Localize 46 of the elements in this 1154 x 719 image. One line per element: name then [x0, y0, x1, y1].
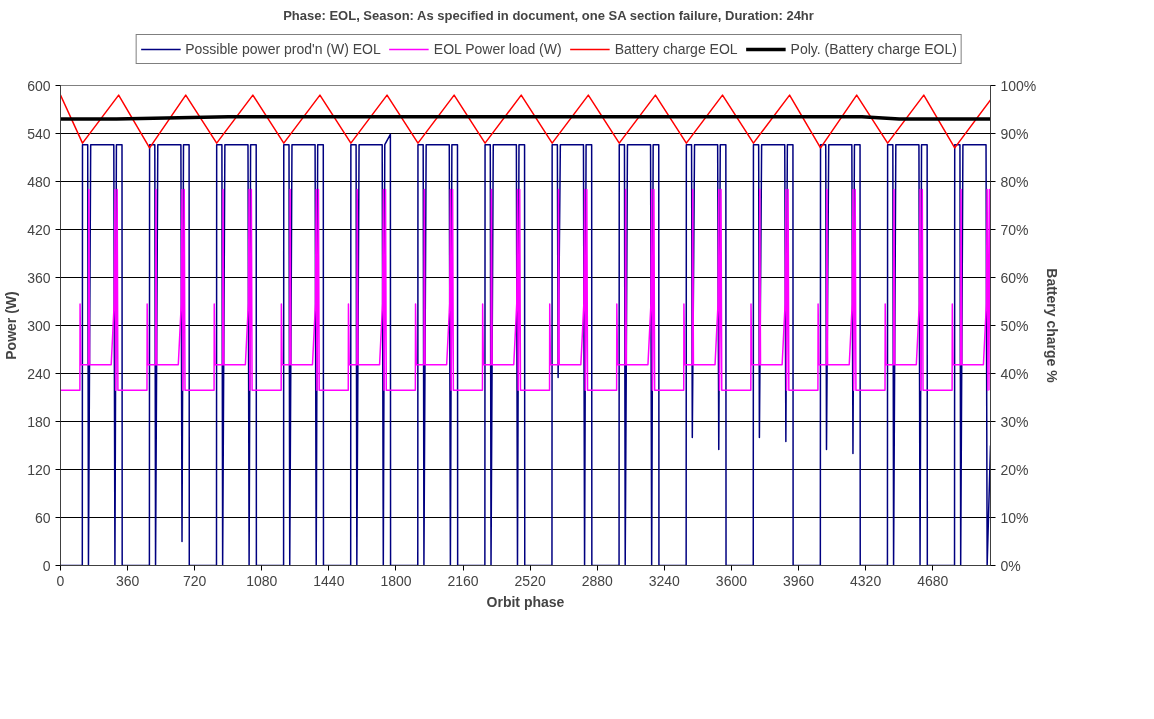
- y-tick-label: 300: [27, 317, 51, 334]
- y2-tick-label: 0%: [1000, 557, 1021, 574]
- y-tick-label: 0: [42, 557, 51, 574]
- y-tick-label: 60: [34, 509, 51, 526]
- legend-label: Poly. (Battery charge EOL): [790, 40, 957, 57]
- y-tick-label: 600: [27, 77, 51, 94]
- y2-tick-label: 20%: [1000, 461, 1029, 478]
- y-tick-label: 420: [27, 221, 51, 238]
- y2-tick-label: 70%: [1000, 221, 1029, 238]
- y2-tick-label: 60%: [1000, 269, 1029, 286]
- x-tick-label: 3240: [648, 572, 681, 589]
- y-tick-label: 240: [27, 365, 51, 382]
- y2-tick-label: 10%: [1000, 509, 1029, 526]
- x-tick-label: 4320: [850, 572, 882, 589]
- x-axis-title: Orbit phase: [486, 593, 565, 610]
- x-tick-label: 2160: [447, 572, 479, 589]
- y2-tick-label: 50%: [1000, 317, 1029, 334]
- x-tick-label: 0: [56, 572, 65, 589]
- x-tick-label: 1800: [380, 572, 412, 589]
- y2-tick-label: 100%: [1000, 77, 1037, 94]
- y2-tick-label: 90%: [1000, 125, 1029, 142]
- x-tick-label: 1080: [246, 572, 278, 589]
- x-tick-label: 720: [183, 572, 207, 589]
- legend-label: EOL Power load (W): [433, 40, 562, 57]
- x-tick-label: 3960: [782, 572, 815, 589]
- y2-axis-title: Battery charge %: [1044, 268, 1061, 384]
- y-axis-title: Power (W): [3, 291, 20, 360]
- line-series: [60, 188, 991, 392]
- x-tick-label: 3600: [715, 572, 748, 589]
- y2-tick-label: 80%: [1000, 173, 1029, 190]
- y2-tick-label: 40%: [1000, 365, 1029, 382]
- y-tick-label: 540: [27, 125, 51, 142]
- line-series: [60, 94, 991, 149]
- legend-label: Possible power prod'n (W) EOL: [185, 40, 381, 57]
- x-tick-label: 4680: [917, 572, 949, 589]
- x-tick-label: 2880: [581, 572, 614, 589]
- x-tick-label: 360: [115, 572, 140, 589]
- legend-label: Battery charge EOL: [614, 40, 738, 57]
- y2-tick-label: 30%: [1000, 413, 1029, 430]
- y-tick-label: 480: [27, 173, 51, 190]
- y-tick-label: 360: [27, 269, 51, 286]
- chart-title: Phase: EOL, Season: As specified in document, one SA section failure, Duration: 24hr: [283, 7, 814, 23]
- y-tick-label: 180: [27, 413, 51, 430]
- x-tick-label: 2520: [514, 572, 546, 589]
- y-tick-label: 120: [27, 461, 51, 478]
- x-tick-label: 1440: [313, 572, 345, 589]
